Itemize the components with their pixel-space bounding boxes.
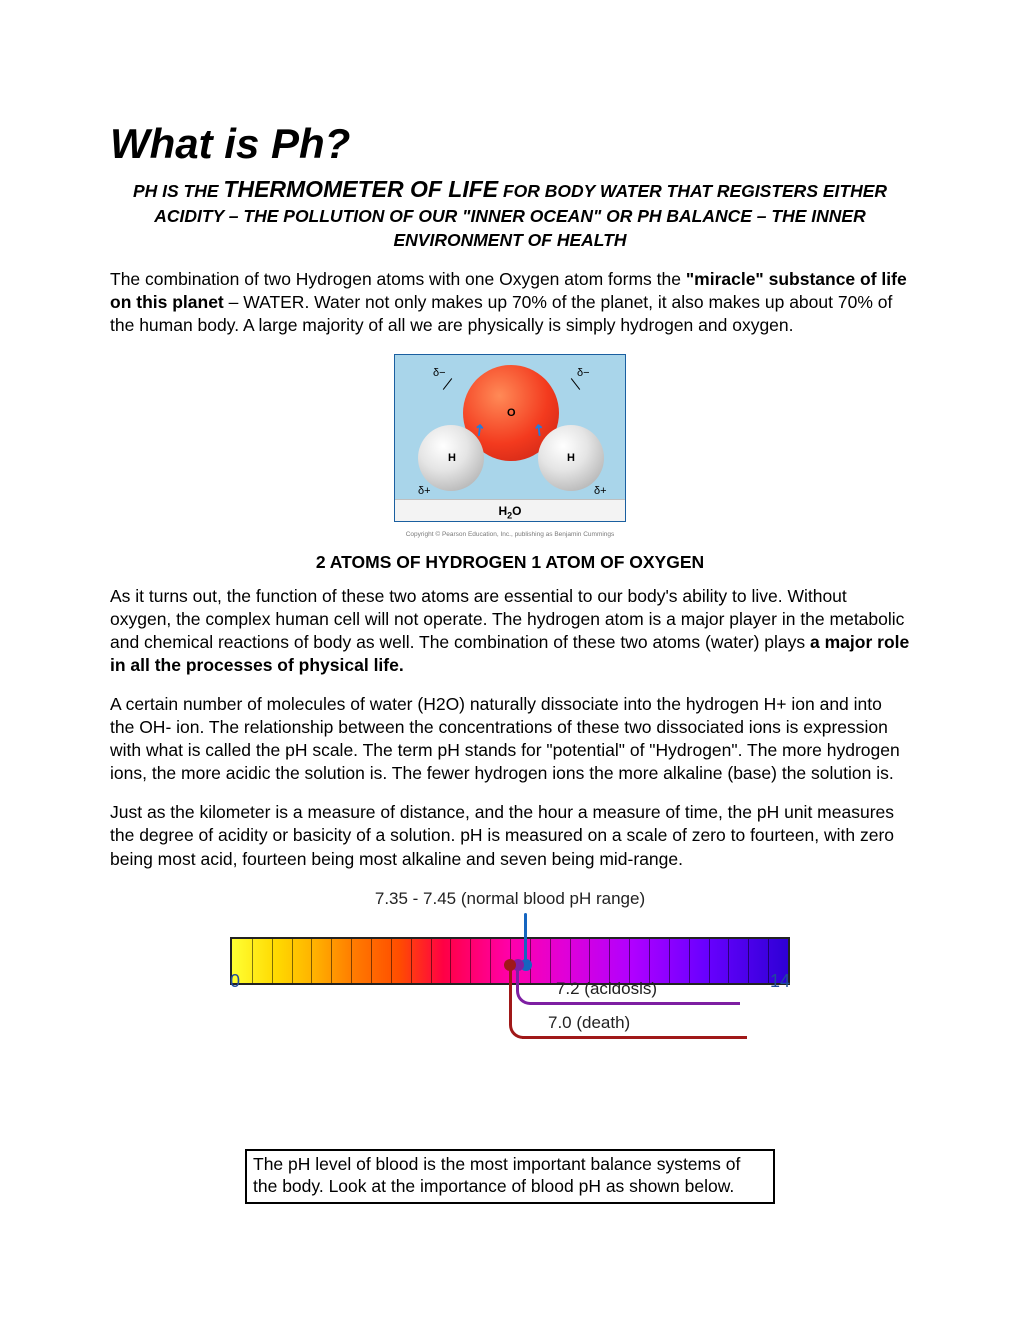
molecule-copyright: Copyright © Pearson Education, Inc., pub…: [110, 531, 910, 538]
paragraph-3: A certain number of molecules of water (…: [110, 693, 910, 785]
ph-scale-chart: 7.35 - 7.45 (normal blood pH range) 0 14…: [230, 889, 790, 1109]
paragraph-4: Just as the kilometer is a measure of di…: [110, 801, 910, 870]
delta-plus-right: δ+: [594, 485, 607, 497]
delta-minus-left: δ−: [433, 367, 446, 379]
water-molecule-diagram: O H H δ− δ− δ+ δ+ ↗ ↗ H2O: [394, 354, 626, 522]
p2-pre: As it turns out, the function of these t…: [110, 586, 904, 652]
subtitle-big: THERMOMETER OF LIFE: [223, 176, 498, 202]
delta-minus-right: δ−: [577, 367, 590, 379]
ph-indicator-hline: [522, 1036, 747, 1039]
formula-h: H: [498, 504, 507, 518]
subtitle-pre: PH IS THE: [133, 181, 223, 201]
section-heading: 2 ATOMS OF HYDROGEN 1 ATOM OF OXYGEN: [110, 552, 910, 573]
note-box: The pH level of blood is the most import…: [245, 1149, 775, 1205]
delta-plus-left: δ+: [418, 485, 431, 497]
p1-pre: The combination of two Hydrogen atoms wi…: [110, 269, 686, 289]
paragraph-2: As it turns out, the function of these t…: [110, 585, 910, 677]
subtitle: PH IS THE THERMOMETER OF LIFE FOR BODY W…: [130, 174, 890, 252]
ph-indicator: 7.0 (death): [230, 889, 790, 1089]
ph-indicator-curve: [509, 1025, 523, 1039]
hydrogen-label-right: H: [567, 452, 575, 464]
ph-indicator-label: 7.0 (death): [548, 1013, 630, 1033]
oxygen-label: O: [507, 407, 516, 419]
delta-line-right: [571, 378, 580, 390]
page-title: What is Ph?: [110, 120, 910, 168]
ph-scale-figure: 7.35 - 7.45 (normal blood pH range) 0 14…: [110, 889, 910, 1109]
paragraph-1: The combination of two Hydrogen atoms wi…: [110, 268, 910, 337]
delta-line-left: [443, 378, 452, 390]
formula-o: O: [512, 504, 521, 518]
h2o-formula-bar: H2O: [395, 499, 625, 521]
p1-post: – WATER. Water not only makes up 70% of …: [110, 292, 892, 335]
hydrogen-label-left: H: [448, 452, 456, 464]
water-molecule-figure: O H H δ− δ− δ+ δ+ ↗ ↗ H2O Copyright © Pe…: [110, 354, 910, 538]
ph-indicator-vline: [509, 965, 512, 1025]
